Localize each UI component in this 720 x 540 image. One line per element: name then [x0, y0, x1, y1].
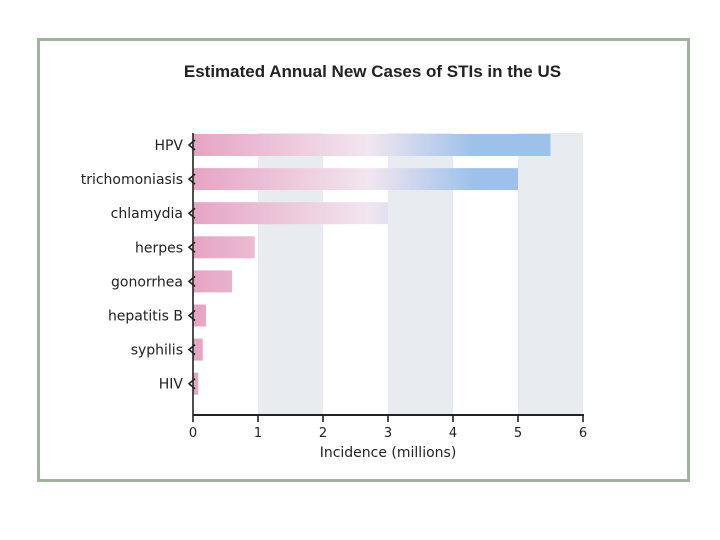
x-axis-label: Incidence (millions): [320, 445, 457, 461]
category-label: herpes: [135, 240, 183, 256]
chart-title: Estimated Annual New Cases of STIs in th…: [183, 62, 562, 81]
category-label: trichomoniasis: [81, 172, 183, 188]
x-tick-label: 5: [514, 426, 522, 441]
x-tick-label: 0: [189, 426, 197, 441]
category-label: chlamydia: [111, 206, 183, 222]
bar-hiv: [193, 372, 199, 395]
bar-herpes: [193, 236, 255, 259]
grid-band-5: [518, 133, 583, 415]
category-label: HPV: [154, 138, 183, 154]
bar-hepatitis-b: [193, 304, 206, 327]
x-tick-label: 6: [579, 426, 587, 441]
x-tick-label: 4: [449, 426, 457, 441]
category-label: HIV: [159, 377, 184, 393]
bar-hpv: [193, 134, 551, 156]
category-label: hepatitis B: [108, 309, 183, 325]
category-label: gonorrhea: [111, 274, 183, 290]
bar-trichomoniasis: [193, 168, 518, 191]
bar-chlamydia: [193, 202, 388, 225]
x-tick-label: 2: [319, 426, 327, 441]
category-label: syphilis: [131, 343, 183, 359]
bar-syphilis: [193, 338, 203, 361]
bar-gonorrhea: [193, 270, 232, 293]
x-tick-label: 1: [254, 426, 262, 441]
x-tick-label: 3: [384, 426, 392, 441]
